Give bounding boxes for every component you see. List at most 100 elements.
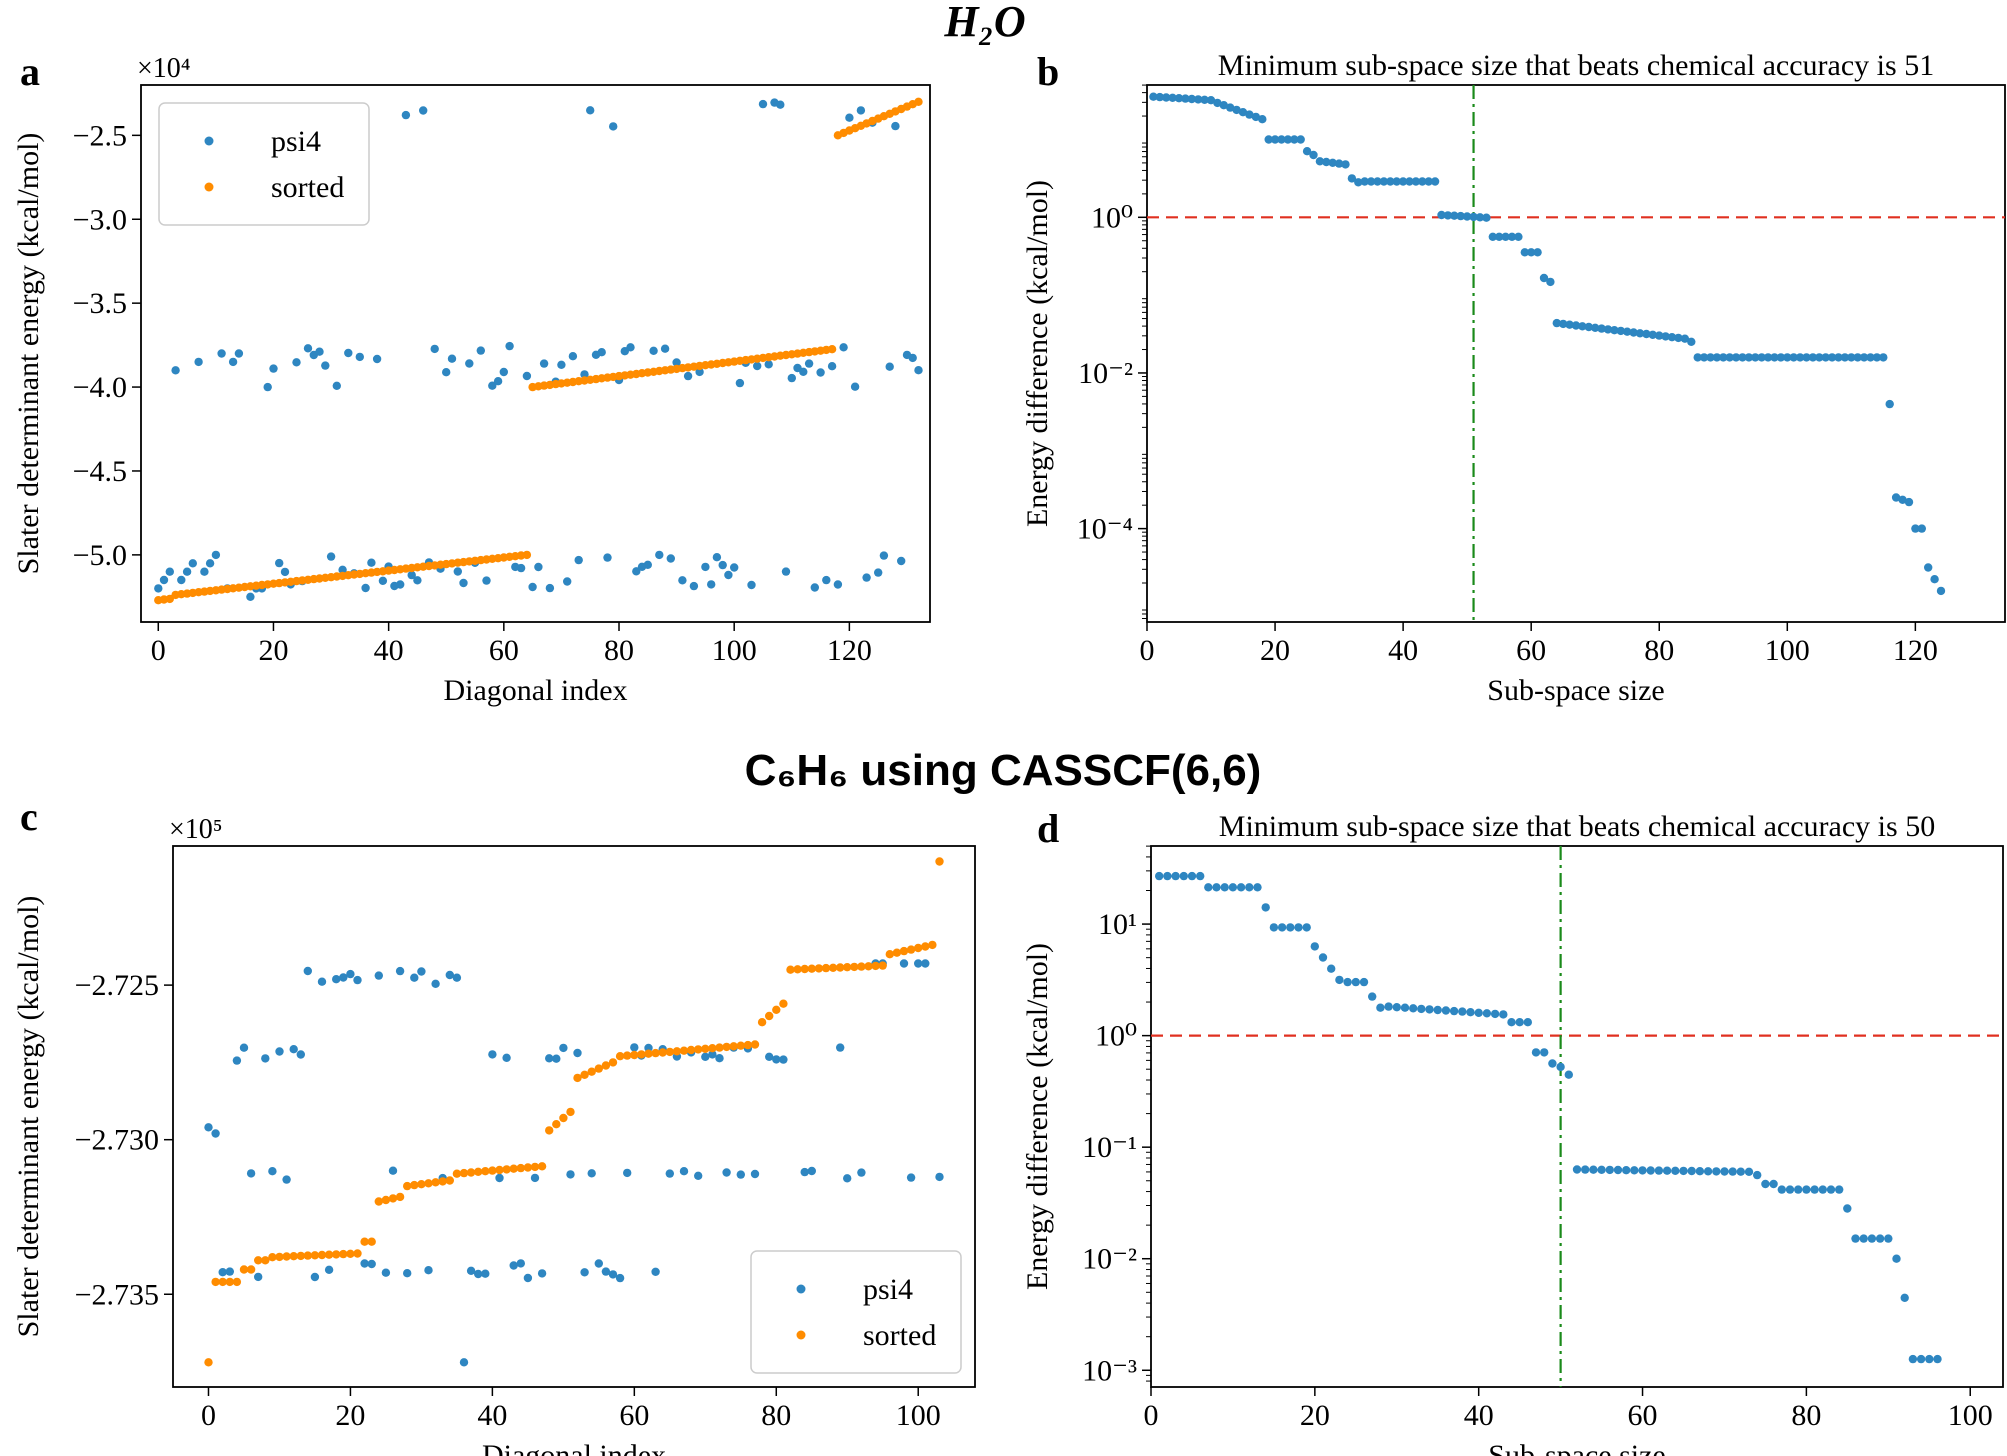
panel-letter-c: c <box>20 794 38 839</box>
data-point <box>1341 160 1350 169</box>
data-point <box>1616 326 1626 336</box>
data-point <box>843 1174 852 1183</box>
data-point <box>225 1277 234 1287</box>
data-point <box>559 1113 568 1123</box>
data-point <box>1206 96 1216 105</box>
x-tick-label: 0 <box>1144 1399 1159 1432</box>
data-point <box>154 584 163 593</box>
data-point <box>1425 1005 1434 1014</box>
data-point <box>679 1167 689 1176</box>
y-tick-label: −2.725 <box>75 969 159 1002</box>
data-point <box>1226 103 1235 112</box>
data-point <box>1610 326 1619 335</box>
data-point <box>204 1123 213 1132</box>
y-tick-label: −4.0 <box>73 371 127 404</box>
data-point <box>1785 1185 1795 1194</box>
data-point <box>1731 353 1741 362</box>
data-point <box>708 1044 717 1053</box>
data-point <box>921 942 930 951</box>
data-point <box>814 964 824 973</box>
data-point <box>1565 320 1574 329</box>
x-tick-label: 40 <box>374 634 404 667</box>
legend-label: psi4 <box>271 125 321 158</box>
data-point <box>1892 1254 1901 1263</box>
data-point <box>481 1167 490 1176</box>
data-point <box>522 550 532 560</box>
data-point <box>1245 110 1254 119</box>
data-point <box>864 962 873 971</box>
legend-marker <box>796 1284 806 1294</box>
data-point <box>442 368 451 377</box>
data-point <box>438 1177 447 1186</box>
data-point <box>204 1358 213 1367</box>
data-point <box>891 121 900 131</box>
data-point <box>261 1256 270 1265</box>
data-point <box>1269 923 1279 932</box>
data-point <box>1589 1165 1598 1174</box>
x-tick-label: 40 <box>1388 634 1418 667</box>
data-point <box>1318 953 1328 962</box>
data-point <box>332 381 341 390</box>
data-point <box>1802 353 1811 362</box>
data-point <box>871 961 880 971</box>
data-point <box>573 1073 582 1083</box>
data-point <box>1539 273 1549 283</box>
data-point <box>466 1168 476 1177</box>
data-point <box>1911 524 1920 533</box>
data-point <box>845 113 854 122</box>
data-point <box>326 552 336 561</box>
data-point <box>1578 322 1587 331</box>
data-point <box>1327 964 1336 973</box>
data-point <box>810 583 819 592</box>
x-tick-label: 80 <box>761 1399 791 1432</box>
data-point <box>353 975 362 985</box>
data-point <box>1859 353 1869 362</box>
data-point <box>344 348 353 358</box>
data-point <box>1258 115 1267 124</box>
data-point <box>310 1272 320 1282</box>
x-tick-label: 40 <box>477 1399 507 1432</box>
data-point <box>1533 248 1542 257</box>
data-point <box>1936 586 1946 596</box>
y-tick-label: 10⁰ <box>1095 1020 1137 1053</box>
data-point <box>282 1175 291 1184</box>
data-point <box>899 959 909 968</box>
data-point <box>1253 883 1262 892</box>
data-point <box>1853 353 1862 362</box>
data-point <box>465 359 474 368</box>
y-tick-label: −5.0 <box>73 539 127 572</box>
data-point <box>171 366 180 375</box>
data-point <box>1655 331 1664 340</box>
data-point <box>665 1047 674 1057</box>
data-point <box>211 1277 220 1287</box>
data-point <box>1523 1018 1533 1027</box>
data-point <box>282 1252 291 1261</box>
data-point <box>424 1266 433 1275</box>
data-point <box>1347 174 1357 183</box>
data-point <box>833 580 843 589</box>
data-point <box>1706 353 1715 362</box>
y-tick-label: 10¹ <box>1098 908 1137 941</box>
data-point <box>666 554 675 563</box>
data-point <box>1564 1070 1574 1079</box>
data-point <box>1925 1354 1934 1364</box>
data-point <box>361 583 370 593</box>
data-point <box>1366 177 1376 186</box>
data-point <box>232 1277 242 1287</box>
data-point <box>1531 1048 1541 1057</box>
legend-marker <box>204 136 214 146</box>
data-point <box>401 110 411 120</box>
chart-title-d: Minimum sub-space size that beats chemic… <box>1219 810 1935 843</box>
x-tick-label: 40 <box>1464 1399 1494 1432</box>
data-point <box>1261 903 1270 912</box>
data-point <box>303 966 312 976</box>
data-point <box>765 1011 774 1021</box>
data-point <box>1232 105 1241 115</box>
data-point <box>1245 883 1254 892</box>
data-point <box>239 1043 249 1052</box>
data-point <box>1163 871 1172 881</box>
data-point <box>1456 211 1465 221</box>
legend-marker <box>796 1330 806 1340</box>
data-point <box>1629 328 1638 337</box>
data-point <box>1900 1293 1909 1303</box>
